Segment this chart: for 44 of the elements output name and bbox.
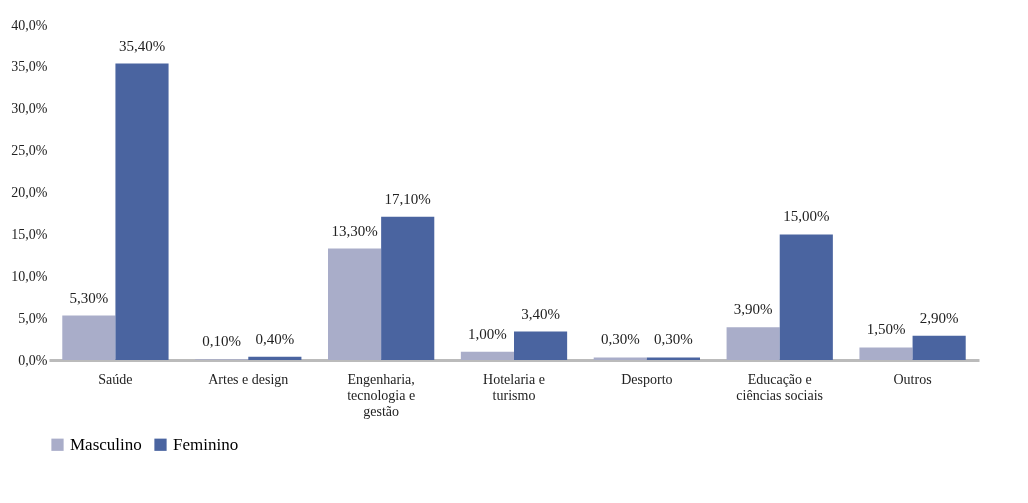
x-tick-label: Engenharia, tecnologia e gestão: [347, 371, 416, 419]
bar: [912, 335, 966, 360]
legend-label: Masculino: [70, 434, 142, 454]
y-tick-label: 5,0%: [18, 310, 48, 326]
x-tick-label: Saúde: [98, 371, 133, 387]
bar: [62, 315, 116, 360]
y-tick-label: 40,0%: [11, 17, 48, 33]
bar: [646, 357, 700, 360]
data-label: 15,00%: [783, 208, 830, 225]
bar: [381, 216, 435, 360]
bar: [115, 63, 169, 360]
data-label: 1,50%: [866, 321, 906, 338]
x-tick-label: Outros: [893, 371, 932, 387]
data-label: 13,30%: [331, 222, 378, 239]
x-tick-label: Educação e ciências sociais: [736, 371, 824, 403]
data-label: 3,40%: [521, 305, 560, 322]
y-tick-label: 0,0%: [18, 352, 48, 368]
bar: [726, 327, 780, 360]
data-label: 0,40%: [255, 330, 295, 347]
legend-label: Feminino: [173, 434, 239, 454]
data-label: 0,30%: [654, 331, 693, 348]
x-tick-label: Hotelaria e turismo: [483, 371, 545, 403]
y-tick-label: 10,0%: [11, 268, 48, 284]
data-label: 0,30%: [600, 331, 640, 348]
data-label: 1,00%: [468, 325, 507, 342]
bar: [514, 331, 568, 360]
y-tick-label: 20,0%: [11, 185, 48, 200]
bar: [779, 234, 833, 360]
y-tick-label: 15,0%: [11, 226, 48, 242]
bar: [593, 357, 647, 360]
data-label: 5,30%: [69, 289, 109, 306]
bar: [328, 248, 382, 360]
y-tick-label: 35,0%: [11, 59, 48, 75]
data-label: 3,90%: [733, 301, 773, 318]
bar: [859, 347, 913, 360]
data-label: 35,40%: [118, 37, 166, 54]
y-tick-label: 25,0%: [11, 143, 48, 159]
data-label: 2,90%: [919, 309, 959, 326]
y-tick-label: 30,0%: [11, 101, 48, 117]
x-tick-label: Artes e design: [208, 371, 289, 387]
bar: [460, 351, 514, 360]
x-tick-label: Desporto: [621, 371, 673, 387]
data-label: 0,10%: [202, 333, 242, 350]
data-label: 17,10%: [384, 190, 431, 207]
